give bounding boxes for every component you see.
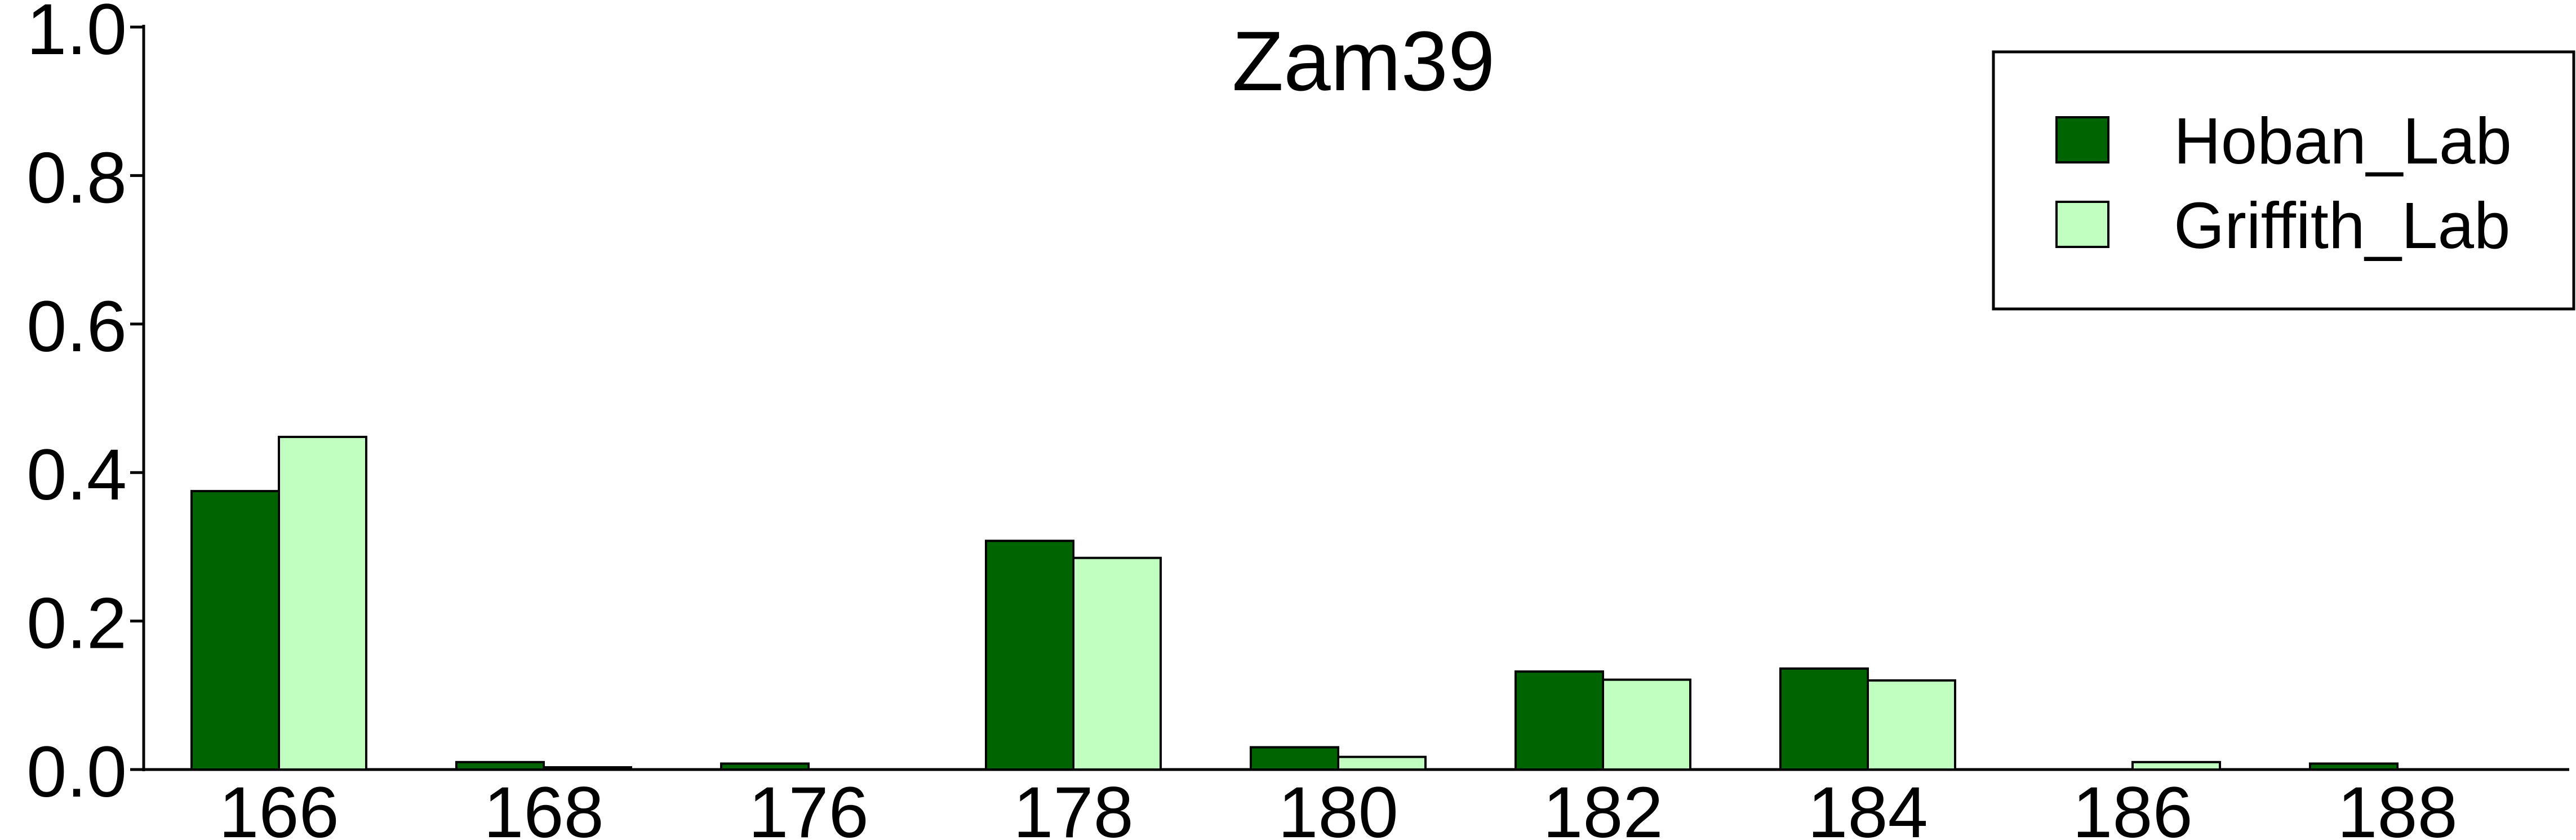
bar-griffith-lab-166 xyxy=(278,435,367,771)
x-tick-label: 176 xyxy=(748,772,869,840)
bar-griffith-lab-186 xyxy=(2131,761,2221,771)
bar-hoban-lab-178 xyxy=(985,540,1074,771)
bar-griffith-lab-182 xyxy=(1602,678,1691,771)
y-tick-label: 0.6 xyxy=(26,286,127,367)
y-tick-label: 1.0 xyxy=(26,0,127,70)
legend-label-hoban-lab: Hoban_Lab xyxy=(2174,104,2512,178)
bar-hoban-lab-166 xyxy=(190,490,280,771)
x-tick-label: 188 xyxy=(2337,772,2458,840)
y-tick-label: 0.4 xyxy=(26,435,127,515)
y-tick-label: 0.0 xyxy=(26,732,127,812)
bar-hoban-lab-168 xyxy=(455,761,545,771)
bar-griffith-lab-178 xyxy=(1072,556,1162,771)
bars xyxy=(190,435,2399,771)
x-axis: 166 168 176 178 180 182 184 186 188 xyxy=(144,768,2569,840)
x-tick-label: 182 xyxy=(1543,772,1663,840)
bar-griffith-lab-184 xyxy=(1867,679,1956,771)
chart-title: Zam39 xyxy=(1232,14,1495,108)
y-tick-label: 0.8 xyxy=(26,138,127,218)
bar-griffith-lab-180 xyxy=(1337,755,1427,771)
bar-hoban-lab-180 xyxy=(1250,746,1339,771)
bar-griffith-lab-168 xyxy=(543,766,632,771)
legend-swatch-hoban-lab xyxy=(2055,116,2109,163)
legend: Hoban_Lab Griffith_Lab xyxy=(1992,50,2575,311)
y-axis: 0.0 0.2 0.4 0.6 0.8 1.0 xyxy=(26,0,145,812)
bar-hoban-lab-176 xyxy=(720,762,810,771)
x-tick-label: 168 xyxy=(483,772,604,840)
legend-swatch-griffith-lab xyxy=(2055,201,2109,248)
bar-hoban-lab-182 xyxy=(1514,670,1604,771)
x-tick-label: 184 xyxy=(1807,772,1928,840)
y-tick-label: 0.2 xyxy=(26,583,127,664)
legend-box xyxy=(1992,50,2575,311)
x-tick-label: 178 xyxy=(1013,772,1134,840)
x-tick-label: 180 xyxy=(1278,772,1398,840)
bar-hoban-lab-188 xyxy=(2309,762,2399,771)
bar-hoban-lab-184 xyxy=(1779,667,1869,771)
x-tick-label: 186 xyxy=(2072,772,2193,840)
legend-label-griffith-lab: Griffith_Lab xyxy=(2174,189,2511,262)
x-tick-label: 166 xyxy=(219,772,339,840)
